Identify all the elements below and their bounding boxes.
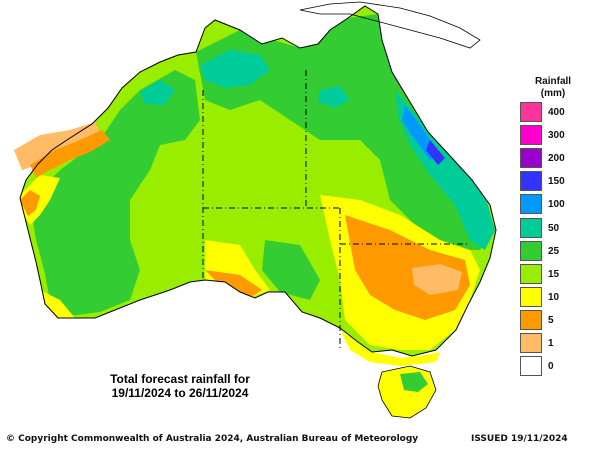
rain-zone-pilbara-5mm bbox=[30, 130, 110, 178]
rain-zone-west-25mm bbox=[30, 70, 200, 316]
legend-swatch-25 bbox=[520, 240, 542, 261]
legend-swatch-100 bbox=[520, 194, 542, 215]
legend-label-200: 200 bbox=[548, 153, 565, 165]
legend-swatch-1 bbox=[520, 333, 542, 353]
rain-zone-central-25mm bbox=[262, 240, 320, 300]
map-caption: Total forecast rainfall for 19/11/2024 t… bbox=[80, 372, 280, 400]
legend-swatch-400 bbox=[520, 102, 542, 122]
legend-label-50: 50 bbox=[548, 222, 560, 234]
issued-date: ISSUED 19/11/2024 bbox=[471, 434, 568, 444]
legend-swatch-50 bbox=[520, 217, 542, 238]
legend-label-400: 400 bbox=[548, 107, 565, 118]
legend-label-150: 150 bbox=[548, 176, 565, 188]
mainland bbox=[20, 6, 496, 356]
rain-zone-kimberley-50mm bbox=[140, 80, 175, 105]
rain-zone-north-25mm bbox=[196, 14, 496, 250]
legend-label-100: 100 bbox=[548, 199, 565, 211]
legend-swatch-10 bbox=[520, 286, 542, 307]
new-guinea-coastline bbox=[299, 1, 481, 49]
rain-zone-qld-coast-150mm bbox=[426, 140, 445, 165]
rain-zone-west-coast-5mm bbox=[20, 190, 40, 216]
legend-label-15: 15 bbox=[548, 268, 560, 280]
rainfall-map bbox=[14, 1, 497, 419]
rain-zone-sa-5mm bbox=[205, 270, 262, 298]
legend-label-25: 25 bbox=[548, 245, 560, 257]
legend-swatch-200 bbox=[520, 148, 542, 169]
legend-title: Rainfall bbox=[534, 76, 572, 87]
rain-zone-gulf-50mm bbox=[318, 86, 350, 108]
rain-zone-top-end-50mm bbox=[200, 50, 270, 88]
caption-line-2: 19/11/2024 to 26/11/2024 bbox=[111, 386, 249, 400]
coastline bbox=[19, 5, 497, 357]
legend-label-0: 0 bbox=[548, 361, 554, 373]
legend-swatch-150 bbox=[520, 171, 542, 192]
legend-label-5: 5 bbox=[548, 314, 554, 326]
legend-swatch-0 bbox=[520, 356, 542, 377]
tasmania bbox=[377, 365, 437, 419]
caption-line-1: Total forecast rainfall for bbox=[110, 372, 250, 386]
legend-swatch-15 bbox=[520, 263, 542, 284]
legend-label-300: 300 bbox=[548, 130, 565, 142]
rain-zone-pilbara-1mm bbox=[14, 122, 100, 170]
legend-unit: (mm) bbox=[540, 88, 566, 99]
legend-label-10: 10 bbox=[548, 291, 560, 303]
legend-label-1: 1 bbox=[548, 338, 554, 349]
state-borders bbox=[202, 70, 470, 348]
footer: © Copyright Commonwealth of Australia 20… bbox=[0, 429, 601, 453]
legend-swatch-5 bbox=[520, 309, 542, 330]
rain-zone-nsw-1mm bbox=[412, 264, 462, 295]
copyright-notice: © Copyright Commonwealth of Australia 20… bbox=[6, 434, 419, 444]
map-panel: Total forecast rainfall for 19/11/2024 t… bbox=[14, 1, 497, 419]
rainfall-legend: Rainfall (mm) 400 300 200 150 100 50 25 15 10 5 1 0 bbox=[505, 0, 601, 429]
legend-swatch-300 bbox=[520, 125, 542, 146]
rain-zone-bass-strait-10mm bbox=[340, 330, 440, 366]
rain-zone-nsw-5mm bbox=[345, 215, 470, 320]
